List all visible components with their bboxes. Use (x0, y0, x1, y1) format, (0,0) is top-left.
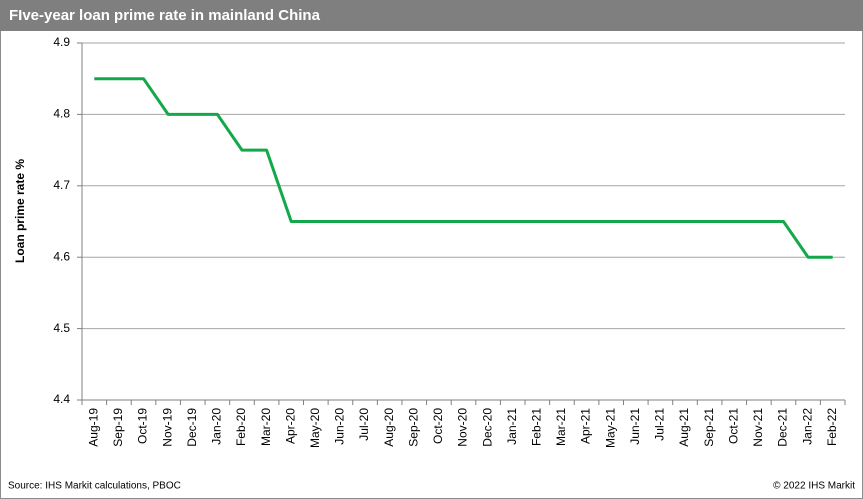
x-tick-label: Apr-20 (283, 408, 297, 444)
copyright-note: © 2022 IHS Markit (773, 481, 855, 492)
x-tick-label: Sep-20 (406, 408, 420, 447)
x-tick-label: Jun-21 (628, 408, 642, 445)
x-tick-label: Feb-22 (825, 408, 839, 446)
x-tick-label: Jan-22 (800, 408, 814, 445)
x-tick-label: Nov-21 (751, 408, 765, 447)
x-tick-label: Jul-20 (357, 408, 371, 441)
x-tick-label: Feb-21 (530, 408, 544, 446)
x-tick-label: Mar-21 (554, 408, 568, 446)
data-line (94, 77, 833, 259)
x-tick-label: Oct-19 (136, 408, 150, 444)
x-tick-label: Dec-20 (480, 408, 494, 447)
x-tick-label: Dec-19 (185, 408, 199, 447)
x-tick-label: Nov-20 (456, 408, 470, 447)
y-axis-label: Loan prime rate % (13, 159, 27, 263)
x-tick-label: Feb-20 (234, 408, 248, 446)
y-tick-label: 4.8 (53, 107, 70, 121)
x-tick-label: Jun-20 (333, 408, 347, 445)
x-tick-label: Aug-21 (677, 408, 691, 447)
y-tick-label: 4.4 (53, 392, 70, 406)
source-note: Source: IHS Markit calculations, PBOC (8, 481, 181, 492)
y-tick-label: 4.9 (53, 35, 70, 49)
x-tick-label: Sep-19 (111, 408, 125, 447)
title-bar (0, 0, 863, 31)
x-tick-label: Dec-21 (776, 408, 790, 447)
y-tick-label: 4.6 (53, 249, 70, 263)
x-tick-label: Aug-20 (382, 408, 396, 447)
x-tick-label: Jan-21 (505, 408, 519, 445)
x-tick-label: Jul-21 (653, 408, 667, 441)
x-tick-label: Apr-21 (579, 408, 593, 444)
x-tick-label: Jan-20 (210, 408, 224, 445)
x-tick-label: Nov-19 (160, 408, 174, 447)
y-tick-label: 4.5 (53, 321, 70, 335)
x-tick-label: May-20 (308, 408, 322, 448)
x-tick-label: Mar-20 (259, 408, 273, 446)
x-tick-label: Oct-21 (726, 408, 740, 444)
x-tick-label: Oct-20 (431, 408, 445, 444)
y-tick-label: 4.7 (53, 178, 70, 192)
x-tick-label: Sep-21 (702, 408, 716, 447)
chart-title: FIve-year loan prime rate in mainland Ch… (9, 7, 321, 24)
x-tick-label: Aug-19 (86, 408, 100, 447)
x-tick-label: May-21 (603, 408, 617, 448)
